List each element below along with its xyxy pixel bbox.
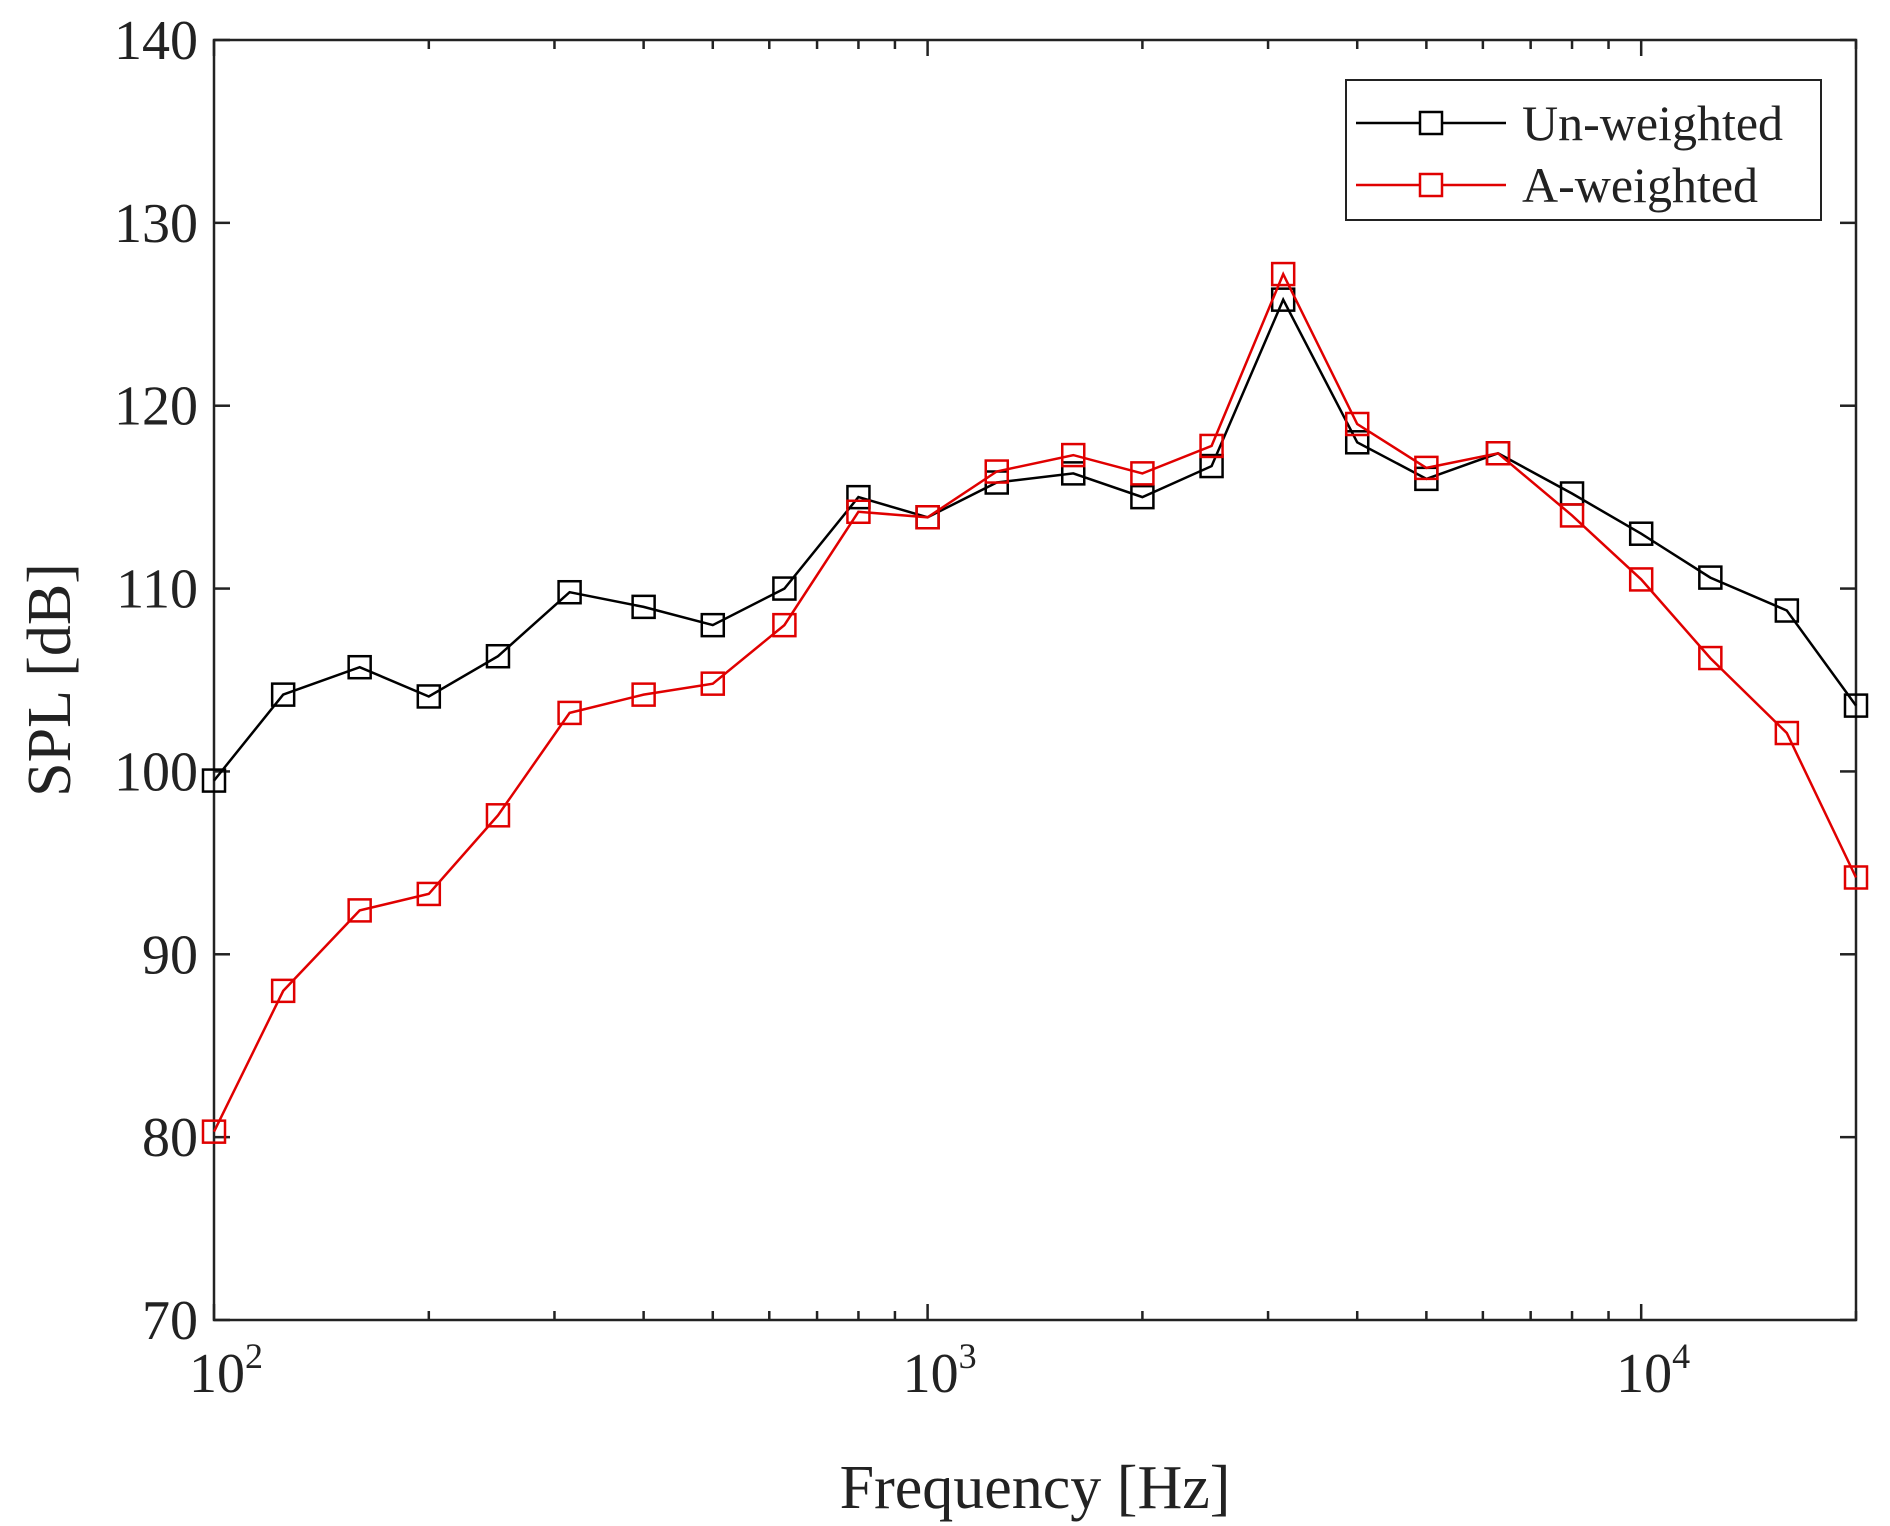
data-point [1698, 645, 1723, 671]
data-point [1559, 503, 1585, 528]
legend: Un-weighted A-weighted [1345, 79, 1822, 221]
series-a-weighted [201, 261, 1869, 1144]
data-point [772, 612, 797, 638]
data-point [1344, 430, 1370, 455]
y-tick-label: 140 [114, 10, 198, 72]
legend-label: Un-weighted [1522, 95, 1783, 151]
y-tick-label: 90 [142, 924, 198, 986]
data-point [1130, 484, 1155, 510]
x-tick-exponent: 4 [1672, 1336, 1690, 1376]
data-point [1774, 598, 1800, 623]
data-point [1344, 411, 1370, 437]
y-tick-label: 80 [142, 1107, 198, 1169]
legend-item: Un-weighted [1356, 95, 1783, 151]
plot-area [212, 38, 1858, 1322]
legend-marker [1418, 172, 1444, 198]
data-point [700, 671, 726, 696]
data-point [416, 881, 442, 907]
y-tick-label: 130 [114, 193, 198, 255]
y-tick-label: 110 [116, 559, 198, 621]
data-point [1061, 442, 1086, 468]
data-point [700, 612, 726, 638]
x-tick-label: 104 [1616, 1336, 1690, 1405]
data-point [1061, 461, 1086, 486]
data-point [557, 700, 582, 726]
x-tick-base: 10 [903, 1343, 959, 1405]
data-point [631, 594, 656, 620]
legend-label: A-weighted [1522, 157, 1758, 213]
data-point [557, 579, 582, 605]
data-point [347, 898, 372, 923]
y-axis-label: SPL [dB] [16, 563, 84, 797]
y-tick-label: 120 [114, 376, 198, 438]
y-axis: 70 80 90 100 110 120 130 140 [114, 10, 1856, 1352]
x-tick-exponent: 2 [245, 1336, 263, 1376]
x-tick-label: 103 [903, 1336, 977, 1405]
x-tick-exponent: 3 [959, 1336, 977, 1376]
data-point [1485, 441, 1511, 466]
x-axis-label: Frequency [Hz] [840, 1454, 1231, 1522]
data-point [416, 684, 442, 709]
data-point [1199, 433, 1224, 459]
legend-marker [1418, 110, 1444, 136]
data-point [1843, 693, 1869, 718]
x-tick-label: 102 [189, 1336, 263, 1405]
data-point [1843, 865, 1869, 890]
data-point [1270, 261, 1296, 287]
legend-item: A-weighted [1356, 157, 1758, 213]
data-point [846, 484, 871, 510]
data-point [270, 978, 296, 1004]
data-point [772, 576, 797, 601]
data-point [485, 643, 511, 669]
data-point [846, 499, 871, 525]
x-tick-base: 10 [1616, 1343, 1672, 1405]
x-axis: 102 103 104 [189, 40, 1858, 1405]
data-point [1698, 565, 1723, 590]
data-point [915, 505, 940, 530]
data-point [1628, 521, 1654, 546]
data-point [1130, 461, 1155, 486]
data-point [984, 459, 1009, 484]
data-point [1774, 720, 1800, 746]
data-point [631, 682, 656, 707]
data-point [201, 1119, 227, 1144]
data-point [1414, 455, 1439, 481]
data-point [1199, 453, 1224, 479]
series-layer [201, 261, 1869, 1144]
data-point [270, 682, 296, 707]
y-tick-label: 100 [114, 741, 198, 803]
data-point [347, 654, 372, 680]
data-point [485, 803, 511, 828]
data-point [201, 768, 227, 793]
y-tick-label: 70 [142, 1290, 198, 1352]
data-point [1628, 567, 1654, 592]
x-tick-base: 10 [189, 1343, 245, 1405]
